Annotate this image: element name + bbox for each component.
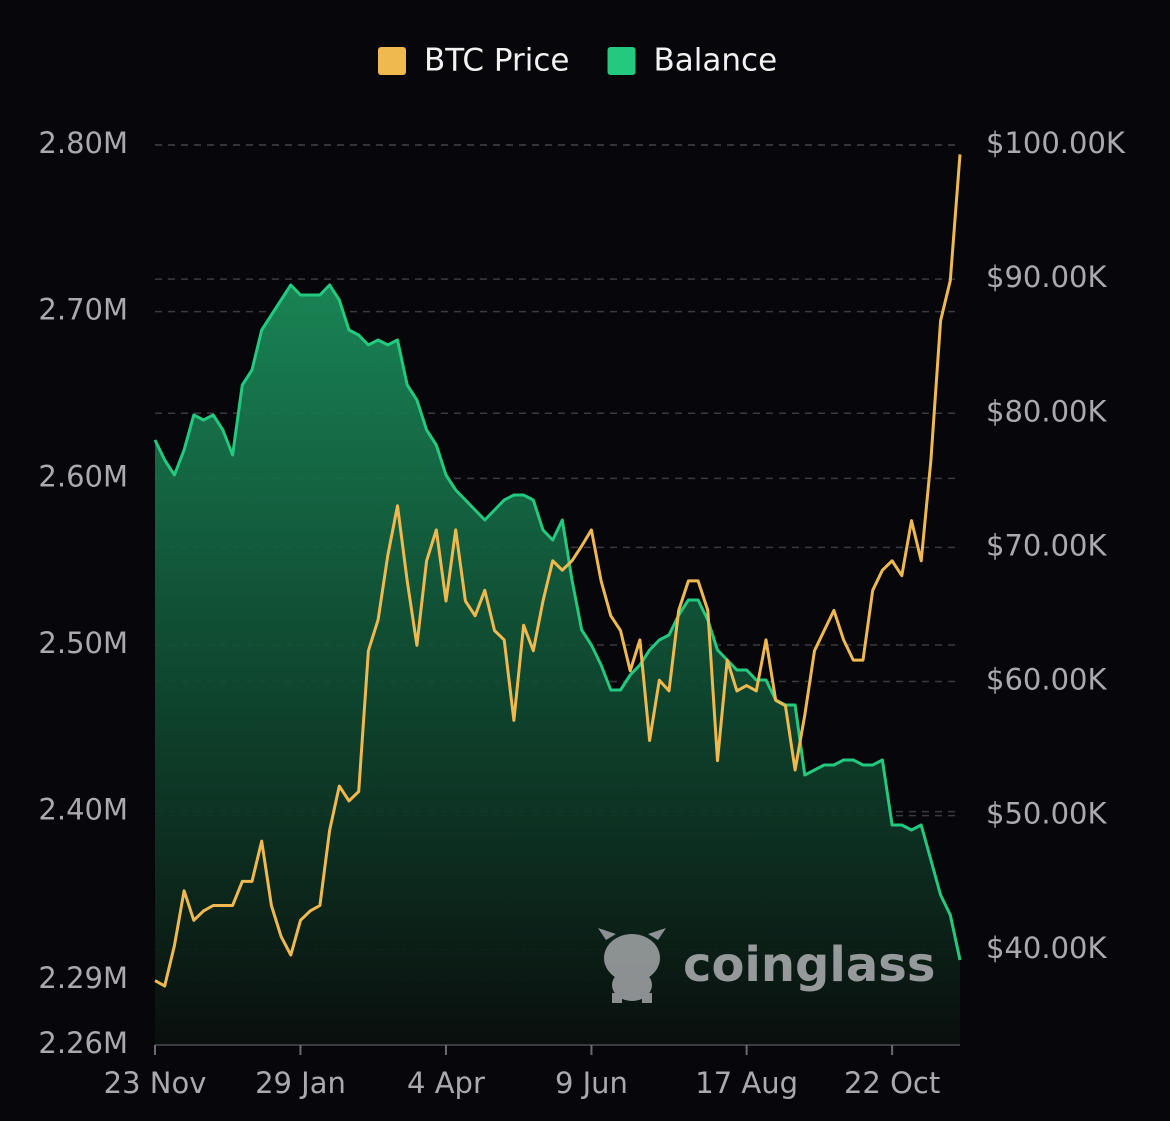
watermark: coinglass: [598, 928, 935, 1003]
y2-tick-label: $40.00K: [986, 931, 1107, 965]
y-tick-label: 2.29M: [38, 961, 128, 995]
legend-label: Balance: [654, 43, 778, 79]
legend: BTC Price Balance: [378, 43, 777, 79]
legend-swatch: [607, 47, 636, 75]
y-tick-label: 2.70M: [38, 293, 128, 327]
series-line: [153, 283, 962, 961]
y-tick-label: 2.80M: [38, 126, 128, 160]
watermark-icon: [598, 928, 666, 1003]
y-tick-label: 2.50M: [38, 626, 128, 660]
x-tick-label: 22 Oct: [844, 1066, 940, 1100]
watermark-text: coinglass: [683, 937, 935, 993]
y2-tick-label: $100.00K: [986, 126, 1126, 160]
x-tick-label: 23 Nov: [104, 1066, 207, 1100]
y2-tick-label: $60.00K: [986, 663, 1107, 697]
legend-swatch: [378, 47, 406, 75]
axes: 2.26M 2.29M 2.40M 2.50M 2.60M 2.70M 2.80M $40.0…: [38, 126, 1126, 1100]
series-line: [154, 154, 962, 988]
y-tick-label: 2.60M: [38, 459, 128, 493]
y-tick-label: 2.26M: [38, 1026, 128, 1060]
x-tick-label: 17 Aug: [695, 1066, 798, 1100]
x-tick-label: 29 Jan: [255, 1066, 346, 1100]
y2-tick-label: $90.00K: [986, 260, 1107, 294]
x-tick-label: 4 Apr: [407, 1066, 485, 1100]
y2-tick-label: $50.00K: [986, 797, 1107, 831]
legend-label: BTC Price: [424, 43, 570, 79]
y2-tick-label: $80.00K: [986, 394, 1107, 428]
balance-area: [155, 285, 960, 1045]
y2-tick-label: $70.00K: [986, 528, 1107, 562]
y-tick-label: 2.40M: [38, 793, 128, 827]
x-tick-label: 9 Jun: [555, 1066, 628, 1100]
plot: [153, 154, 962, 1045]
